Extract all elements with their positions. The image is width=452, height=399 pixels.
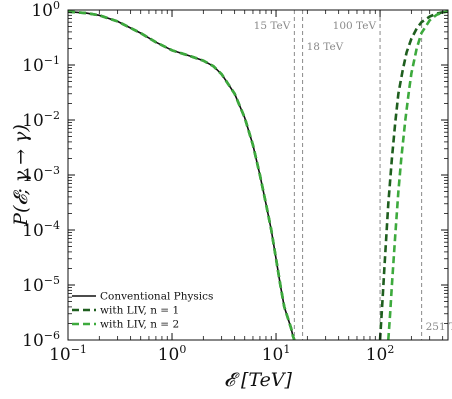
series-layer [68, 10, 448, 340]
legend-label: Conventional Physics [100, 291, 213, 303]
legend: Conventional Physics with LIV, n = 1 with … [72, 291, 213, 331]
vline-label: 100 TeV [333, 20, 377, 32]
annotations-layer: 15 TeV 18 TeV 100 TeV 251 TeV [254, 10, 452, 340]
x-tick-label: 102 [366, 343, 395, 365]
series-line-liv-n2 [68, 10, 296, 340]
y-tick-label: 10−3 [22, 164, 60, 186]
y-axis-title: P(𝓔; γ → γ) [10, 124, 32, 227]
y-tick-label: 10−4 [22, 219, 60, 241]
vline-label: 251 TeV [426, 321, 452, 333]
x-tick-label: 100 [158, 343, 187, 365]
legend-label: with LIV, n = 1 [100, 305, 179, 317]
vline-label: 15 TeV [254, 20, 291, 32]
y-tick-label: 10−1 [22, 54, 60, 76]
x-tick-label: 101 [262, 343, 291, 365]
y-tick-label: 100 [31, 0, 60, 21]
series-line-liv-n1 [378, 10, 448, 340]
ticks-layer: 10−1 100 101 102 100 10−1 10−2 10−3 10−4 10−5 10−6 [22, 0, 448, 365]
x-tick-label: 10−1 [49, 343, 87, 365]
y-tick-label: 10−6 [22, 329, 60, 351]
x-axis-title: 𝓔 [TeV] [224, 369, 293, 391]
y-tick-label: 10−2 [22, 109, 60, 131]
legend-label: with LIV, n = 2 [100, 319, 179, 331]
y-tick-label: 10−5 [22, 274, 60, 296]
series-line-liv-n2 [386, 10, 448, 340]
vline-label: 18 TeV [307, 41, 344, 53]
